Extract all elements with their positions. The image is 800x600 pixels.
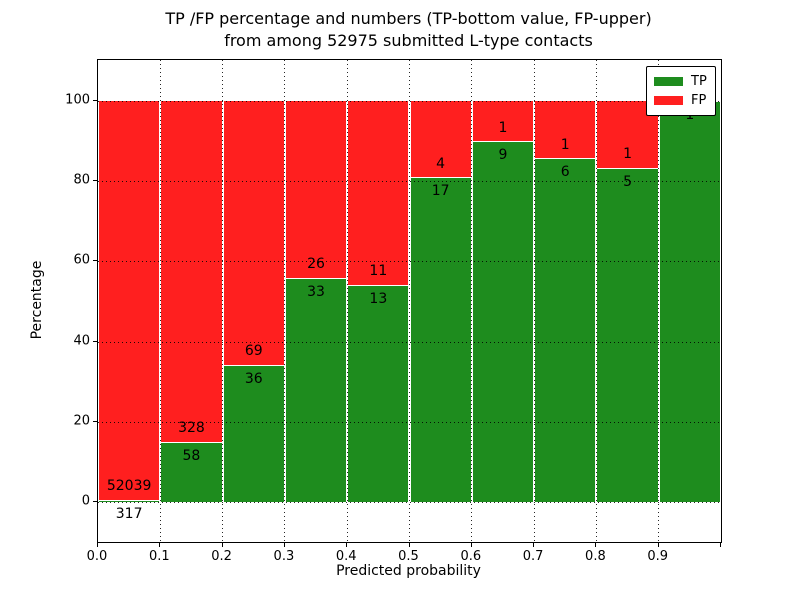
fp-bar-segment [348,101,409,285]
y-tick-label: 60 [73,252,90,268]
x-axis-tick [283,543,285,547]
gridlines-layer [98,60,721,542]
tp-count-label: 36 [244,370,263,387]
x-axis-tick [97,543,98,547]
y-tick-label: 20 [73,413,90,429]
vertical-gridline [409,60,410,542]
fp-count-label: 11 [369,263,388,280]
x-tick-label: 0.2 [211,549,232,564]
x-tick-label: 0.3 [273,549,295,564]
x-tick-label: 0.1 [148,549,170,564]
tp-bar-segment [410,177,471,502]
x-tick-label: 0.5 [398,549,419,564]
y-axis-tick [93,180,97,182]
fp-count-label: 1 [623,146,633,163]
fp-bar-segment [410,101,471,178]
fp-bar-segment [535,101,596,159]
fp-count-label: 1 [560,136,570,153]
tp-bar-segment [348,284,409,502]
vertical-gridline [533,60,535,542]
fp-color-swatch [654,96,683,105]
tp-count-label: 6 [560,164,570,181]
tp-count-label: 17 [431,183,450,200]
x-tick-label: 0.8 [585,549,606,564]
tp-count-label: 13 [369,290,388,307]
tp-count-label: 5 [623,173,633,190]
legend-label-tp: TP [691,74,707,89]
fp-count-label: 52039 [106,478,152,495]
fp-bar-segment [99,101,160,500]
x-axis-tick [159,543,161,547]
tp-bar-segment [535,158,596,502]
vertical-gridline [284,60,286,542]
x-axis-tick [470,543,472,547]
y-axis-tick [93,420,97,422]
x-axis-tick [221,543,223,547]
fp-count-label: 26 [307,256,325,273]
x-axis-tick [346,543,348,547]
tp-count-label: 58 [182,447,201,464]
legend-item-fp: FP [654,91,709,110]
fp-bar-segment [285,101,347,278]
y-axis-tick [93,501,97,502]
fp-count-label: 1 [498,119,508,136]
fp-count-label: 328 [178,420,205,437]
vertical-gridline [346,60,348,542]
fp-bar-segment [223,101,284,365]
legend: TP FP [646,66,716,116]
y-tick-label: 80 [73,172,90,188]
bars-layer [98,60,721,542]
x-axis-tick [595,543,597,547]
tp-bar-segment [659,101,720,502]
fp-count-label: 4 [436,155,446,172]
legend-label-fp: FP [691,93,707,108]
plot-area: 52039317328586936263311134171916151 [97,59,722,543]
x-axis-tick [408,543,410,547]
x-axis-tick [657,543,659,547]
chart-title-line1: TP /FP percentage and numbers (TP-bottom… [165,9,652,28]
x-tick-label: 0.0 [86,549,108,564]
fp-bar-segment [472,101,534,142]
vertical-gridline [658,60,660,542]
x-tick-label: 0.9 [647,549,669,564]
y-tick-label: 100 [65,92,90,108]
legend-item-tp: TP [654,72,709,91]
y-tick-label: 40 [73,333,90,349]
vertical-gridline [159,60,161,542]
tp-count-label: 33 [307,283,325,300]
tp-bar-segment [223,364,284,502]
value-labels-layer: 52039317328586936263311134171916151 [98,60,721,542]
vertical-gridline [222,60,224,542]
tp-count-label: 9 [498,147,508,164]
x-tick-label: 0.6 [460,549,482,564]
y-axis-tick [93,100,97,101]
tp-count-label: 317 [115,505,143,522]
x-axis-label: Predicted probability [336,563,481,579]
y-axis-tick [93,260,97,262]
vertical-gridline [471,60,473,542]
fp-bar-segment [161,101,222,442]
fp-count-label: 69 [244,343,263,359]
vertical-gridline [595,60,597,542]
tp-bar-segment [472,141,534,502]
x-axis-tick [533,543,535,547]
tp-bar-segment [285,277,347,502]
y-axis-tick [93,340,97,342]
y-axis-label: Percentage [29,260,45,340]
tp-bar-segment [161,441,222,502]
x-tick-label: 0.4 [335,549,357,564]
tp-bar-segment [597,167,658,502]
chart-title-line2: from among 52975 submitted L-type contac… [224,31,593,50]
chart-title: TP /FP percentage and numbers (TP-bottom… [97,8,720,52]
x-tick-label: 0.7 [522,549,544,564]
y-tick-label: 0 [81,493,90,509]
tp-color-swatch [654,77,683,86]
tp-bar-segment [99,499,160,502]
x-axis-tick [720,543,721,547]
